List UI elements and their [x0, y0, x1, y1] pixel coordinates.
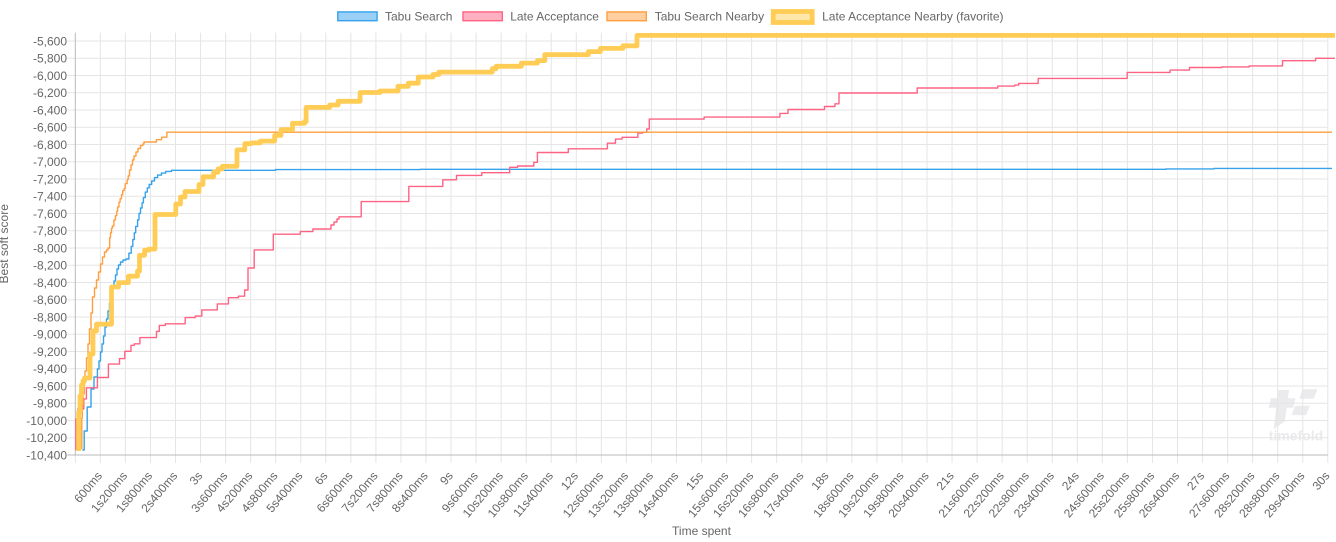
svg-text:-10,400: -10,400 [26, 448, 67, 462]
svg-text:-9,000: -9,000 [33, 328, 67, 342]
svg-text:-5,600: -5,600 [33, 34, 67, 48]
svg-text:Late Acceptance: Late Acceptance [510, 10, 599, 24]
svg-text:-6,000: -6,000 [33, 69, 67, 83]
svg-text:-9,800: -9,800 [33, 397, 67, 411]
svg-text:-8,600: -8,600 [33, 293, 67, 307]
svg-text:-6,600: -6,600 [33, 121, 67, 135]
svg-text:-9,200: -9,200 [33, 345, 67, 359]
svg-text:Tabu Search Nearby: Tabu Search Nearby [655, 10, 764, 24]
svg-text:-7,000: -7,000 [33, 155, 67, 169]
svg-text:-9,600: -9,600 [33, 379, 67, 393]
svg-text:-8,400: -8,400 [33, 276, 67, 290]
svg-text:Late Acceptance Nearby (favori: Late Acceptance Nearby (favorite) [822, 10, 1003, 24]
svg-text:-8,800: -8,800 [33, 310, 67, 324]
svg-text:timefold: timefold [1269, 427, 1323, 443]
svg-text:-7,800: -7,800 [33, 224, 67, 238]
svg-text:-10,000: -10,000 [26, 414, 67, 428]
svg-text:-6,200: -6,200 [33, 86, 67, 100]
svg-text:-8,000: -8,000 [33, 241, 67, 255]
svg-text:-10,200: -10,200 [26, 431, 67, 445]
svg-text:Time spent: Time spent [672, 524, 732, 538]
svg-text:-8,200: -8,200 [33, 259, 67, 273]
svg-text:-6,400: -6,400 [33, 103, 67, 117]
svg-text:-6,800: -6,800 [33, 138, 67, 152]
svg-text:-7,400: -7,400 [33, 190, 67, 204]
svg-text:Best soft score: Best soft score [0, 204, 11, 284]
svg-text:-7,200: -7,200 [33, 172, 67, 186]
svg-text:Tabu Search: Tabu Search [385, 10, 452, 24]
svg-text:-5,800: -5,800 [33, 52, 67, 66]
svg-text:-7,600: -7,600 [33, 207, 67, 221]
svg-text:-9,400: -9,400 [33, 362, 67, 376]
